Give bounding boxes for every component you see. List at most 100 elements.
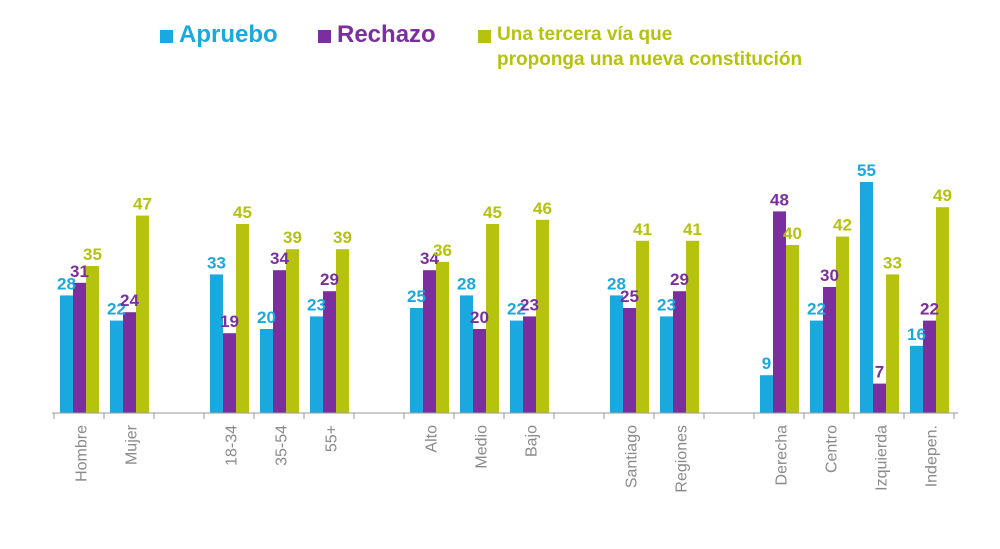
category-label: 18-34 [224,425,241,466]
bar-mujer-rechazo [123,312,136,413]
bar-medio-rechazo [473,329,486,413]
bar-hombre-una [86,266,99,413]
value-label: 22 [807,300,826,319]
bar-indepen--rechazo [923,320,936,413]
value-label: 23 [520,295,539,314]
value-label: 20 [470,308,489,327]
category-label: 35-54 [274,425,291,466]
value-label: 35 [83,245,102,264]
bar-regiones-una [686,240,699,413]
value-label: 20 [257,308,276,327]
x-axis: Hombre Mujer 18-34 35-54 55+ Alto Medio Bajo San… [52,412,958,493]
category-label: Medio [474,425,491,469]
legend-swatch-apruebo [160,30,173,43]
value-label: 29 [320,270,339,289]
value-label: 25 [407,287,426,306]
legend-swatch-tercera-via [478,30,491,43]
value-label: 23 [657,295,676,314]
value-label: 47 [133,195,152,214]
value-label: 7 [875,363,884,382]
bar-55--una [336,249,349,413]
bar-centro-una [836,236,849,413]
value-label: 36 [433,241,452,260]
value-label: 46 [533,199,552,218]
bar-regiones-rechazo [673,291,686,413]
value-label: 28 [57,274,76,293]
legend-label-apruebo: Apruebo [179,21,278,48]
value-label: 9 [762,354,771,373]
legend-label-tercera-via-line2: proponga una nueva constitución [497,49,803,70]
value-label: 23 [307,295,326,314]
bar-35-54-una [286,249,299,413]
category-label: Alto [424,425,441,453]
category-label: Mujer [124,424,141,465]
value-label: 29 [670,270,689,289]
value-label: 39 [283,228,302,247]
value-label: 28 [607,274,626,293]
value-label: 41 [683,220,702,239]
bar-santiago-apruebo [610,295,623,413]
bar-hombre-apruebo [60,295,73,413]
value-labels-layer: 2831352224473319452034392329392534362820… [57,161,952,382]
bar-hombre-rechazo [73,282,86,413]
value-label: 33 [207,253,226,272]
value-label: 33 [883,253,902,272]
category-label: Derecha [774,425,791,486]
value-label: 30 [820,266,839,285]
bar-izquierda-rechazo [873,383,886,413]
bar-izquierda-una [886,274,899,413]
legend-label-tercera-via: Una tercera vía que proponga una nueva c… [497,22,802,72]
bar-derecha-apruebo [760,375,773,413]
value-label: 41 [633,220,652,239]
bar-derecha-rechazo [773,211,786,413]
value-label: 55 [857,161,876,180]
value-label: 22 [507,300,526,319]
value-label: 24 [120,291,139,310]
bar-mujer-apruebo [110,320,123,413]
bar-regiones-apruebo [660,316,673,413]
bar-bajo-una [536,219,549,413]
bar-izquierda-apruebo [860,182,873,413]
bar-alto-una [436,261,449,413]
bar-santiago-una [636,240,649,413]
bar-alto-rechazo [423,270,436,413]
bar-indepen--una [936,207,949,413]
legend-item-apruebo: Apruebo [160,22,278,48]
value-label: 48 [770,190,789,209]
category-label: Regiones [674,425,691,493]
value-label: 16 [907,325,926,344]
bar-alto-apruebo [410,308,423,413]
bar-35-54-apruebo [260,329,273,413]
value-label: 40 [783,224,802,243]
value-label: 22 [920,300,939,319]
legend-label-tercera-via-line1: Una tercera vía que [497,24,673,45]
bar-medio-apruebo [460,295,473,413]
category-label: Izquierda [874,425,891,491]
value-label: 19 [220,312,239,331]
category-label: Centro [824,425,841,473]
legend-item-rechazo: Rechazo [318,22,436,48]
bar-18-34-apruebo [210,274,223,413]
bar-centro-apruebo [810,320,823,413]
value-label: 49 [933,186,952,205]
bar-medio-una [486,224,499,413]
bar-bajo-rechazo [523,316,536,413]
bar-mujer-una [136,215,149,413]
bar-santiago-rechazo [623,308,636,413]
category-label: Bajo [524,425,541,457]
value-label: 22 [107,300,126,319]
category-label: 55+ [324,425,341,452]
value-label: 39 [333,228,352,247]
bar-bajo-apruebo [510,320,523,413]
bar-35-54-rechazo [273,270,286,413]
bars-layer [60,182,949,413]
category-label: Indepen. [924,425,941,487]
category-label: Santiago [624,425,641,488]
value-label: 34 [420,249,439,268]
bar-indepen--apruebo [910,345,923,413]
legend-item-tercera-via: Una tercera vía que proponga una nueva c… [478,22,802,72]
value-label: 31 [70,262,89,281]
value-label: 34 [270,249,289,268]
legend-swatch-rechazo [318,30,331,43]
